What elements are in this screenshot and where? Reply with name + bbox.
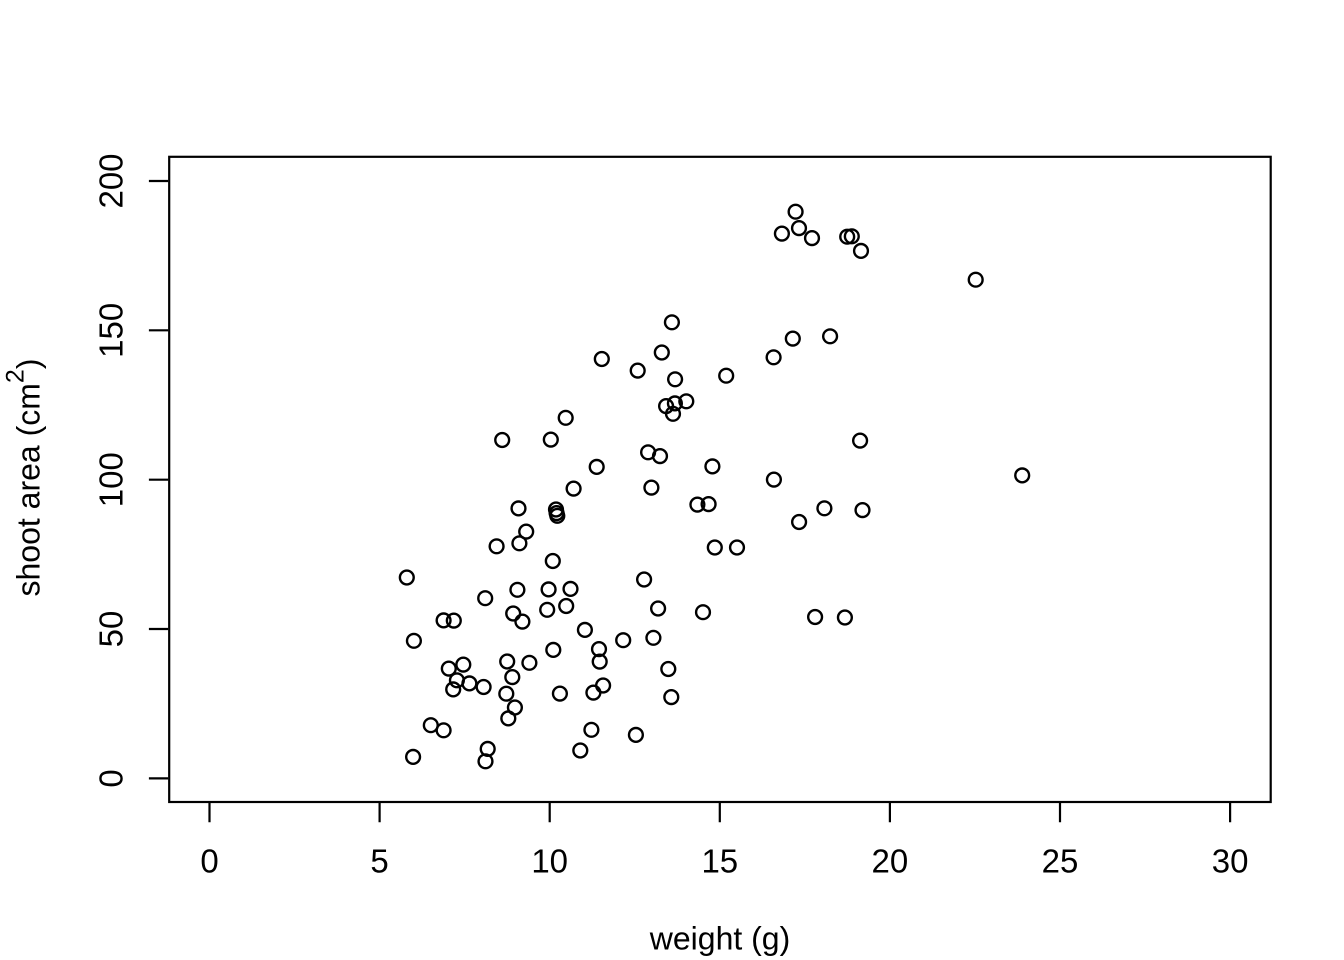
svg-text:10: 10 <box>531 843 568 880</box>
svg-text:weight (g): weight (g) <box>649 921 791 957</box>
svg-text:100: 100 <box>93 452 130 507</box>
svg-text:20: 20 <box>872 843 909 880</box>
svg-text:5: 5 <box>370 843 388 880</box>
svg-text:50: 50 <box>93 611 130 648</box>
svg-text:200: 200 <box>93 153 130 208</box>
svg-text:150: 150 <box>93 303 130 358</box>
svg-text:0: 0 <box>93 769 130 787</box>
svg-text:15: 15 <box>701 843 738 880</box>
svg-text:30: 30 <box>1212 843 1249 880</box>
svg-text:25: 25 <box>1042 843 1079 880</box>
svg-text:0: 0 <box>200 843 218 880</box>
